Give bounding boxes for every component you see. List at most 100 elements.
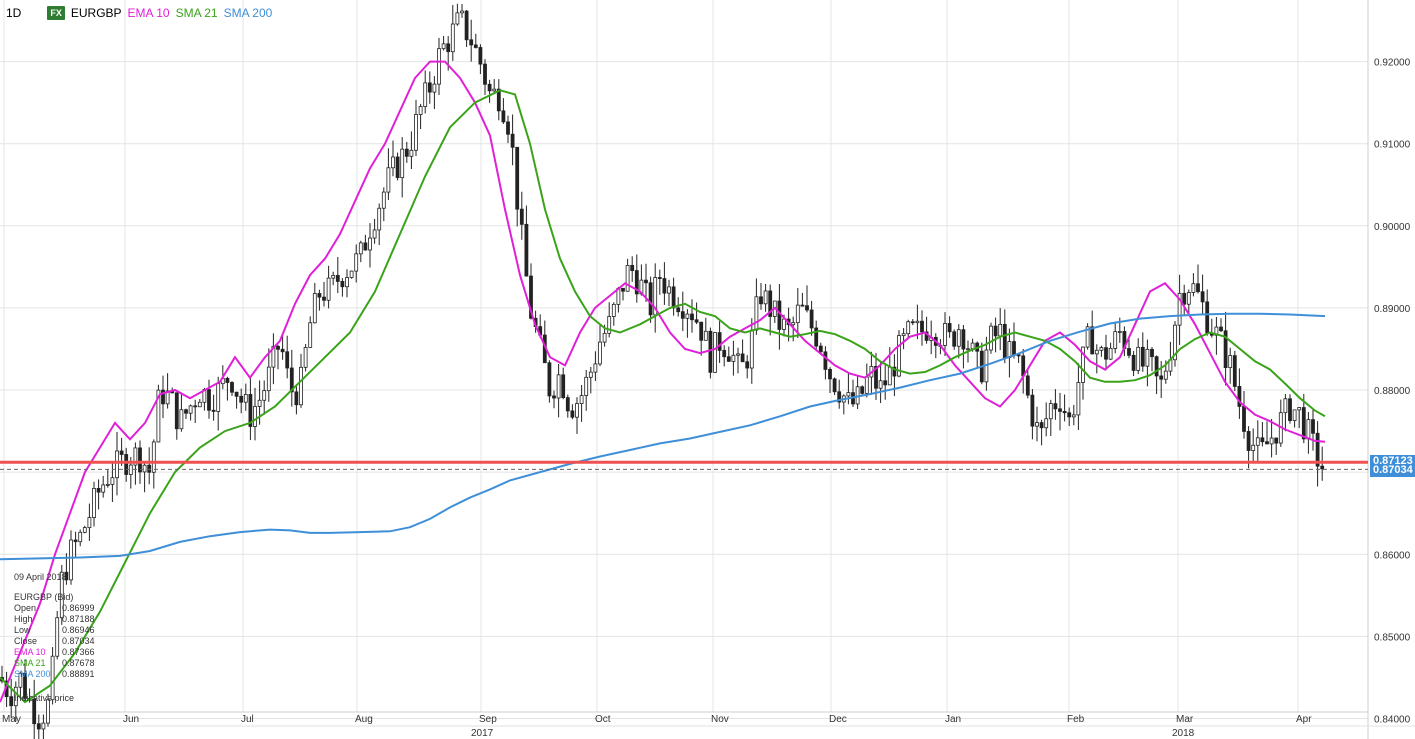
candle-body — [920, 320, 924, 333]
candle-body — [1283, 398, 1288, 414]
candle-body — [699, 321, 704, 341]
candle-body — [1145, 348, 1150, 367]
candle-body — [731, 354, 736, 362]
info-row: High 0.87188 — [14, 614, 95, 625]
candle-body — [593, 363, 598, 373]
candle-body — [1085, 326, 1090, 348]
candle-body — [805, 305, 809, 311]
candle-body — [437, 48, 441, 85]
candle-body — [1191, 283, 1196, 293]
x-tick-label: May — [2, 714, 21, 725]
candle-body — [1311, 419, 1315, 434]
candle-body — [87, 517, 92, 529]
candle-body — [648, 282, 653, 316]
y-tick-label: 0.86000 — [1374, 550, 1411, 561]
candle-body — [483, 63, 487, 85]
candle-body — [184, 409, 188, 414]
candle-body — [64, 571, 69, 581]
candle-body — [887, 366, 892, 386]
candle-body — [294, 391, 299, 406]
symbol-label[interactable]: EURGBP — [70, 6, 122, 20]
candle-body — [943, 323, 947, 346]
info-row: SMA 21 0.87678 — [14, 658, 95, 669]
candle-body — [115, 450, 119, 479]
candle-body — [276, 345, 280, 350]
candle-body — [308, 322, 313, 348]
candle-body — [828, 369, 832, 380]
candle-body — [745, 361, 750, 369]
candle-body — [565, 397, 570, 412]
candle-body — [961, 329, 966, 350]
info-label: SMA 21 — [14, 658, 46, 668]
candle-body — [791, 322, 796, 326]
candle-body — [1154, 356, 1159, 377]
candle-body — [266, 366, 271, 392]
candle-body — [1223, 330, 1228, 369]
candle-body — [671, 286, 676, 309]
candle-body — [1071, 414, 1076, 418]
candle-body — [96, 487, 101, 493]
candle-body — [368, 237, 372, 251]
candle-body — [69, 539, 73, 581]
candle-body — [947, 323, 952, 333]
candle-body — [892, 366, 897, 377]
x-tick-label: Feb — [1067, 714, 1085, 725]
candle-body — [1274, 437, 1279, 444]
candle-body — [197, 401, 202, 408]
candle-body — [1035, 422, 1039, 427]
candle-body — [460, 10, 464, 14]
candle-body — [680, 311, 685, 319]
candle-body — [1007, 341, 1012, 358]
x-tick-label: Aug — [355, 714, 373, 725]
price-tag-current: 0.87034 — [1370, 464, 1415, 478]
candle-body — [998, 323, 1003, 337]
candle-body — [703, 330, 708, 341]
candle-body — [1048, 403, 1053, 420]
info-value: 0.86946 — [62, 625, 95, 635]
sma200-legend[interactable]: SMA 200 — [223, 6, 273, 20]
info-row: Close 0.87034 — [14, 636, 95, 647]
candle-body — [864, 376, 869, 394]
candle-body — [993, 325, 998, 337]
candle-body — [372, 229, 377, 239]
candle-body — [1025, 375, 1030, 396]
candle-body — [78, 531, 83, 543]
candle-body — [59, 571, 64, 619]
candle-body — [1044, 418, 1049, 429]
candle-body — [358, 242, 363, 255]
info-row: Low 0.86946 — [14, 625, 95, 636]
candle-body — [832, 378, 837, 393]
sma21-legend[interactable]: SMA 21 — [175, 6, 218, 20]
ema-legend[interactable]: EMA 10 — [127, 6, 170, 20]
candle-body — [1117, 331, 1122, 333]
candle-body — [188, 405, 193, 414]
info-label: Close — [14, 636, 38, 646]
y-tick-label: 0.90000 — [1374, 222, 1411, 233]
candle-body — [570, 410, 575, 418]
candle-body — [409, 149, 414, 157]
candle-body — [1228, 355, 1233, 369]
candle-body — [234, 391, 239, 397]
x-tick-label: Dec — [829, 714, 847, 725]
candle-body — [1150, 348, 1154, 358]
candle-body — [473, 44, 478, 48]
candle-body — [1320, 465, 1325, 470]
candle-body — [1163, 370, 1168, 380]
timeframe-label[interactable]: 1D — [6, 6, 22, 20]
candle-body — [708, 330, 713, 373]
candle-body — [694, 319, 699, 323]
candle-body — [510, 133, 515, 148]
candle-body — [496, 88, 501, 112]
candle-body — [9, 696, 14, 707]
info-instrument: EURGBP (Bid) — [14, 592, 74, 602]
candle-body — [119, 450, 124, 455]
candle-body — [1173, 324, 1177, 361]
candle-body — [800, 304, 805, 307]
candle-body — [248, 394, 253, 427]
candle-body — [952, 331, 957, 347]
indicator-lines — [0, 60, 1326, 704]
candle-body — [423, 82, 428, 107]
info-value: 0.87366 — [62, 647, 95, 657]
candle-body — [446, 43, 451, 53]
